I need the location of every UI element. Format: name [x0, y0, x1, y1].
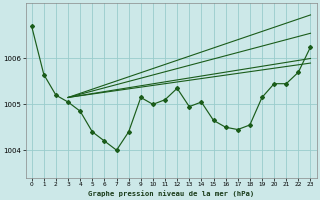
- X-axis label: Graphe pression niveau de la mer (hPa): Graphe pression niveau de la mer (hPa): [88, 190, 254, 197]
